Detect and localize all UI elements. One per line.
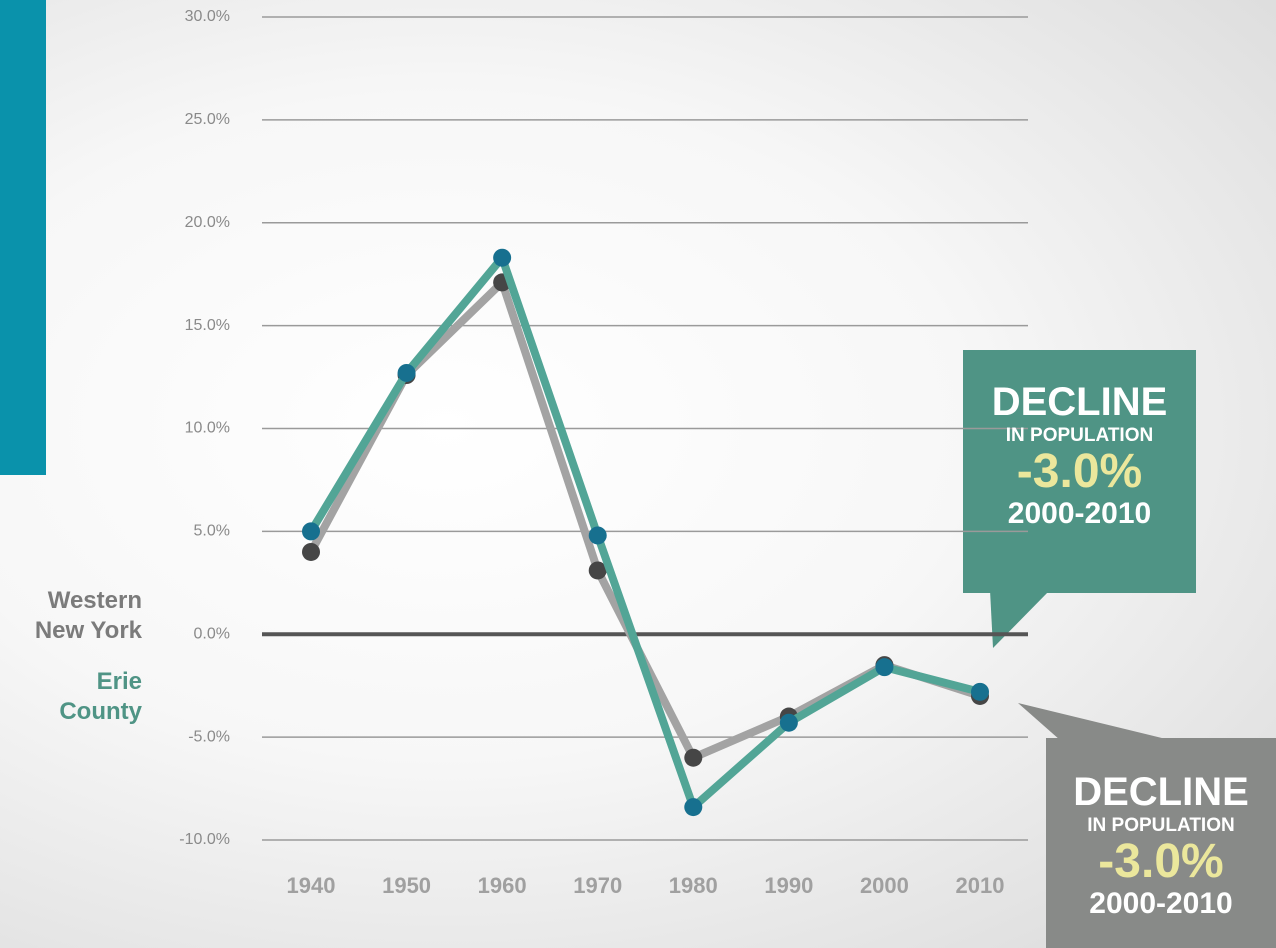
legend-entry: Erie County [59, 668, 142, 725]
x-tick-label: 1950 [382, 873, 431, 898]
callout-value: -3.0% [1098, 835, 1224, 888]
x-tick-label: 2000 [860, 873, 909, 898]
callout-title: DECLINE [991, 380, 1168, 424]
callout-value: -3.0% [1016, 445, 1143, 498]
y-tick-label: 0.0% [194, 625, 230, 642]
callout-box [1046, 738, 1276, 948]
series-line [307, 278, 982, 762]
legend-entry: Western New York [34, 587, 142, 644]
data-point [302, 542, 320, 561]
callout-pointer [990, 590, 1050, 648]
data-point [875, 658, 894, 677]
callout-box [963, 350, 1196, 593]
y-tick-label: 5.0% [194, 523, 230, 540]
data-point [397, 363, 416, 382]
data-point [493, 248, 512, 267]
callout-title: DECLINE [1073, 770, 1249, 814]
data-point [779, 713, 798, 732]
y-tick-label: 10.0% [185, 420, 230, 437]
data-point [588, 561, 607, 580]
data-point [684, 748, 703, 767]
callout-period: 2000-2010 [1007, 497, 1152, 530]
data-point [971, 682, 989, 701]
plot-area: -10.0% -5.0% 0.0% 5.0% 10.0% 15.0% 20.0% 25.0% 3… [179, 8, 1028, 898]
x-tick-label: 1970 [573, 873, 622, 898]
side-bar [0, 0, 46, 475]
callout-text: IN POPULATION [1087, 815, 1235, 836]
x-tick-label: 2010 [956, 873, 1005, 898]
y-tick-label: 20.0% [185, 214, 230, 231]
x-tick-label: 1990 [764, 873, 813, 898]
series-line [307, 253, 982, 812]
callout: DECLINE IN POPULATION -3.0% 2000-2010 [963, 380, 1196, 532]
x-tick-label: 1940 [287, 873, 336, 898]
y-tick-label: 15.0% [185, 317, 230, 334]
data-point [302, 522, 320, 541]
y-tick-label: 25.0% [185, 111, 230, 128]
callout-pointer [1018, 703, 1170, 740]
y-tick-label: -5.0% [188, 728, 230, 745]
data-point [684, 798, 703, 817]
y-tick-label: -10.0% [179, 831, 230, 848]
x-tick-label: 1960 [478, 873, 527, 898]
y-tick-label: 30.0% [185, 8, 230, 25]
callout-text: IN POPULATION [1005, 425, 1154, 446]
callout-period: 2000-2010 [1089, 887, 1233, 920]
callout: DECLINE IN POPULATION -3.0% 2000-2010 [1046, 770, 1276, 922]
data-point [588, 526, 607, 545]
x-tick-label: 1980 [669, 873, 718, 898]
